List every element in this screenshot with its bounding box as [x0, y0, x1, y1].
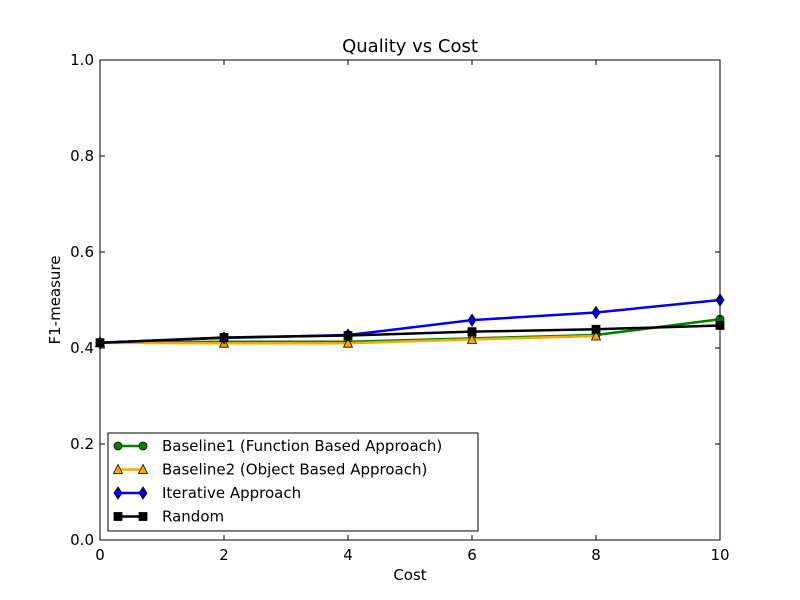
- legend-label: Baseline1 (Function Based Approach): [162, 437, 442, 455]
- x-tick-label: 10: [710, 546, 729, 564]
- data-point: [219, 333, 229, 342]
- y-tick-label: 0.4: [70, 339, 94, 357]
- data-point: [591, 305, 601, 320]
- data-point: [343, 331, 353, 340]
- legend-marker: [113, 441, 123, 451]
- legend-item: Random: [113, 508, 224, 526]
- plot-area: [94, 293, 725, 350]
- x-axis-label: Cost: [393, 566, 426, 584]
- x-tick-label: 8: [591, 546, 601, 564]
- x-tick-label: 2: [219, 546, 229, 564]
- legend-label: Iterative Approach: [162, 484, 301, 502]
- plot-frame: [99, 59, 721, 541]
- legend-label: Baseline2 (Object Based Approach): [162, 461, 427, 479]
- y-tick-label: 0.6: [70, 243, 94, 261]
- series-line: [99, 324, 721, 344]
- legend-label: Random: [162, 508, 224, 526]
- data-point: [467, 313, 477, 327]
- chart-title: Quality vs Cost: [342, 36, 478, 57]
- x-tick-label: 4: [343, 546, 353, 564]
- data-point: [467, 327, 477, 337]
- x-tick-label: 6: [467, 546, 477, 564]
- y-tick-label: 1.0: [70, 51, 94, 69]
- series-line: [99, 298, 721, 344]
- y-tick-label: 0.8: [70, 147, 94, 165]
- data-point: [590, 330, 602, 341]
- data-point: [591, 324, 601, 334]
- legend-marker: [137, 463, 149, 474]
- legend-marker: [138, 486, 148, 500]
- legend-item: Baseline1 (Function Based Approach): [113, 437, 442, 455]
- legend-item: Iterative Approach: [113, 484, 301, 502]
- legend: Baseline1 (Function Based Approach) Basel…: [107, 432, 479, 532]
- legend-box: [107, 432, 479, 532]
- legend-marker: [112, 463, 124, 474]
- axis-ticks: 0 2 4 6 8 10 0.0 0.2 0.4 0.6 0.8 1.0: [70, 51, 729, 564]
- legend-marker: [113, 486, 123, 500]
- legend-item: Baseline2 (Object Based Approach): [112, 461, 427, 479]
- legend-marker: [113, 512, 123, 521]
- data-point: [466, 333, 478, 344]
- data-point: [342, 337, 354, 348]
- legend-marker: [138, 441, 148, 451]
- y-tick-label: 0.0: [70, 531, 94, 549]
- y-axis-label: F1-measure: [46, 255, 64, 344]
- legend-marker: [138, 512, 148, 521]
- y-tick-label: 0.2: [70, 435, 94, 453]
- x-tick-label: 0: [95, 546, 105, 564]
